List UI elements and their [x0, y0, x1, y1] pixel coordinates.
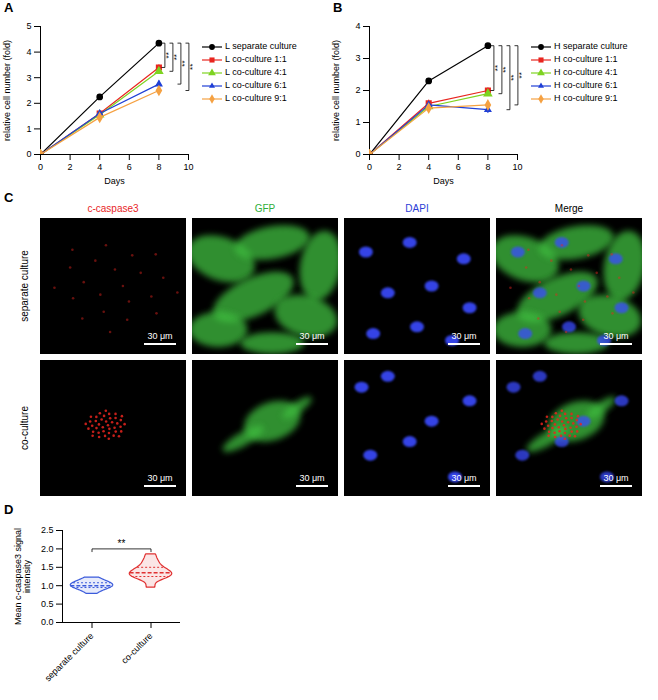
svg-text:1: 1 — [355, 117, 360, 127]
svg-text:co-culture: co-culture — [19, 406, 30, 450]
svg-text:2: 2 — [397, 162, 402, 172]
svg-text:**: ** — [118, 538, 126, 549]
html-text:L separate culture: L separate culture — [225, 41, 297, 51]
svg-text:8: 8 — [485, 162, 490, 172]
svg-text:1.0: 1.0 — [41, 581, 54, 591]
svg-text:4: 4 — [26, 47, 31, 57]
html-text:H co-culture 4:1: H co-culture 4:1 — [554, 67, 618, 77]
svg-text:**: ** — [501, 67, 510, 73]
svg-text:30 μm: 30 μm — [147, 331, 172, 341]
svg-text:6: 6 — [127, 162, 132, 172]
html-text:H co-culture 1:1: H co-culture 1:1 — [554, 54, 618, 64]
svg-text:5: 5 — [26, 21, 31, 31]
svg-text:**: ** — [188, 64, 197, 70]
html-text:D: D — [4, 502, 14, 517]
svg-text:2: 2 — [355, 85, 360, 95]
svg-text:30 μm: 30 μm — [299, 473, 324, 483]
html-text:H separate culture: H separate culture — [554, 41, 628, 51]
html-text:H co-culture 6:1: H co-culture 6:1 — [554, 80, 618, 90]
svg-text:0: 0 — [355, 149, 360, 159]
svg-text:0.5: 0.5 — [41, 599, 54, 609]
svg-text:GFP: GFP — [255, 203, 276, 214]
html-text:L co-culture 9:1: L co-culture 9:1 — [225, 93, 287, 103]
html-text:L co-culture 1:1: L co-culture 1:1 — [225, 54, 287, 64]
svg-text:2: 2 — [68, 162, 73, 172]
svg-text:1: 1 — [26, 124, 31, 134]
svg-text:0.0: 0.0 — [41, 617, 54, 627]
svg-text:10: 10 — [183, 162, 193, 172]
html-text:H co-culture 9:1: H co-culture 9:1 — [554, 93, 618, 103]
svg-text:4: 4 — [355, 21, 360, 31]
html-text:L co-culture 6:1: L co-culture 6:1 — [225, 80, 287, 90]
svg-text:1.5: 1.5 — [41, 562, 54, 572]
html-text:L co-culture 4:1: L co-culture 4:1 — [225, 67, 287, 77]
svg-text:10: 10 — [512, 162, 522, 172]
svg-text:6: 6 — [456, 162, 461, 172]
svg-text:Mean c-caspase3 signalintensit: Mean c-caspase3 signalintensity — [13, 528, 32, 625]
html-text:C: C — [4, 190, 14, 205]
svg-text:separate culture: separate culture — [43, 631, 96, 684]
svg-text:30 μm: 30 μm — [603, 331, 628, 341]
svg-text:**: ** — [172, 54, 181, 60]
svg-text:30 μm: 30 μm — [147, 473, 172, 483]
svg-text:DAPI: DAPI — [405, 203, 428, 214]
svg-text:Merge: Merge — [555, 203, 584, 214]
svg-text:3: 3 — [355, 53, 360, 63]
html-text:B: B — [333, 0, 343, 15]
svg-text:**: ** — [517, 72, 526, 78]
svg-text:30 μm: 30 μm — [451, 473, 476, 483]
svg-text:c-caspase3: c-caspase3 — [87, 203, 139, 214]
svg-text:Days: Days — [433, 176, 454, 186]
svg-text:4: 4 — [97, 162, 102, 172]
svg-text:30 μm: 30 μm — [451, 331, 476, 341]
svg-text:4: 4 — [426, 162, 431, 172]
svg-text:2: 2 — [26, 98, 31, 108]
svg-text:30 μm: 30 μm — [299, 331, 324, 341]
svg-text:relative cell number (fold): relative cell number (fold) — [331, 40, 341, 141]
html-text:A: A — [4, 0, 14, 15]
svg-text:relative cell number (fold): relative cell number (fold) — [2, 40, 12, 141]
svg-text:8: 8 — [156, 162, 161, 172]
svg-text:2.5: 2.5 — [41, 525, 54, 535]
svg-text:separate culture: separate culture — [19, 250, 30, 322]
svg-text:co-culture: co-culture — [119, 631, 154, 666]
svg-text:30 μm: 30 μm — [603, 473, 628, 483]
svg-text:2.0: 2.0 — [41, 544, 54, 554]
svg-text:3: 3 — [26, 73, 31, 83]
svg-text:0: 0 — [26, 149, 31, 159]
svg-text:Days: Days — [104, 176, 125, 186]
svg-text:0: 0 — [38, 162, 43, 172]
svg-text:0: 0 — [367, 162, 372, 172]
